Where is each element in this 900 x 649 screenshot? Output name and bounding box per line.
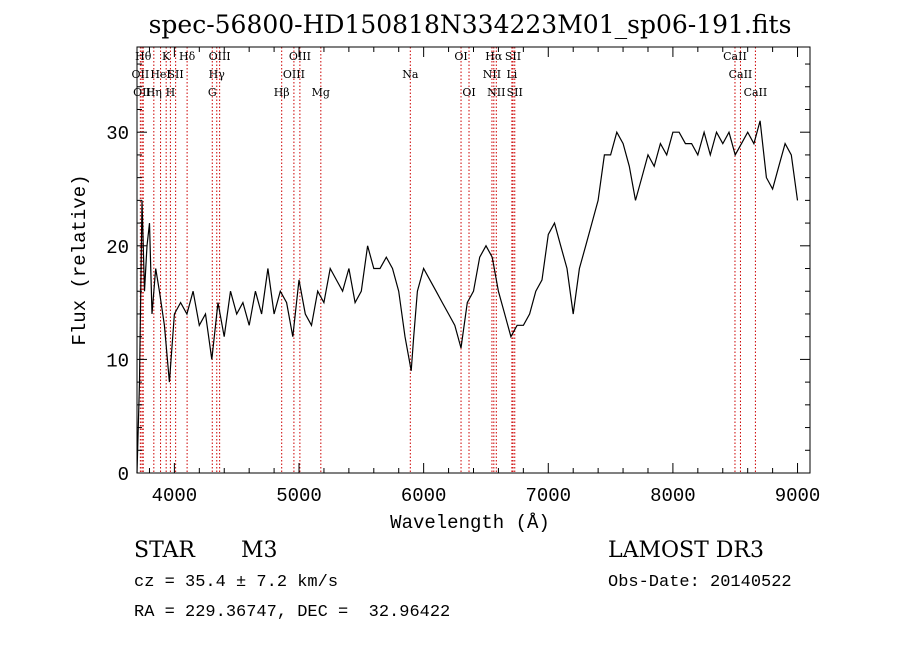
line-marker-label: CaII <box>744 86 768 99</box>
line-marker-label: OIII <box>283 68 305 81</box>
line-marker-label: Li <box>506 68 517 81</box>
line-marker-label: Na <box>402 68 419 81</box>
line-marker-label: OI <box>462 86 475 99</box>
line-marker-label: G <box>208 86 217 99</box>
line-marker-label: OI <box>454 50 467 63</box>
y-tick-label: 20 <box>106 237 129 259</box>
line-marker-label: NII <box>483 68 501 81</box>
line-marker-label: HeI <box>150 68 170 81</box>
y-tick-label: 0 <box>118 464 129 486</box>
line-marker-label: OIII <box>289 50 311 63</box>
x-tick-label: 7000 <box>525 485 571 507</box>
x-tick-label: 6000 <box>401 485 447 507</box>
x-axis-label: Wavelength (Å) <box>390 512 550 534</box>
y-axis: 0 10 20 30 <box>106 63 810 486</box>
x-tick-label: 5000 <box>276 485 322 507</box>
line-marker-label: Hθ <box>135 50 152 63</box>
line-marker-label: Hη <box>146 86 162 99</box>
line-marker-label: H <box>166 86 176 99</box>
line-marker-label: SII <box>505 50 521 63</box>
x-tick-label: 8000 <box>650 485 696 507</box>
line-marker-label: K <box>162 50 171 63</box>
line-marker-label: OIII <box>209 50 231 63</box>
spectral-class: STAR <box>134 538 195 563</box>
line-marker-label: OII <box>133 86 151 99</box>
x-tick-label: 4000 <box>152 485 198 507</box>
coordinates-readout: RA = 229.36747, DEC = 32.96422 <box>134 603 451 622</box>
y-tick-label: 10 <box>106 350 129 372</box>
spectral-subclass: M3 <box>241 538 278 563</box>
line-marker-labels: HθOIIOIIHηHeIKHSIIHδGHγOIIIHβOIIIOIIIMgN… <box>132 50 768 99</box>
spectrum-line <box>136 120 799 474</box>
line-marker-label: OII <box>132 68 150 81</box>
redshift-readout: cz = 35.4 ± 7.2 km/s <box>134 573 339 592</box>
chart-title: spec-56800-HD150818N334223M01_sp06-191.f… <box>149 10 792 39</box>
line-marker-label: Hδ <box>179 50 196 63</box>
line-marker-label: CaII <box>723 50 747 63</box>
x-tick-label: 9000 <box>775 485 821 507</box>
line-marker-label: Hα <box>485 50 503 63</box>
line-marker-label: NII <box>487 86 505 99</box>
plot-frame <box>136 46 811 474</box>
x-axis: 4000 5000 6000 7000 8000 9000 <box>148 47 821 507</box>
y-tick-label: 30 <box>106 123 129 145</box>
line-marker-label: CaII <box>729 68 753 81</box>
line-marker-label: Hβ <box>274 86 290 99</box>
line-marker-label: Hγ <box>209 68 226 81</box>
line-marker-label: SII <box>507 86 523 99</box>
line-marker-label: SII <box>168 68 184 81</box>
line-markers <box>139 47 756 473</box>
survey-name: LAMOST DR3 <box>608 538 764 563</box>
line-marker-label: Mg <box>312 86 330 99</box>
y-axis-label: Flux (relative) <box>69 174 91 345</box>
obs-date: Obs-Date: 20140522 <box>608 573 792 592</box>
